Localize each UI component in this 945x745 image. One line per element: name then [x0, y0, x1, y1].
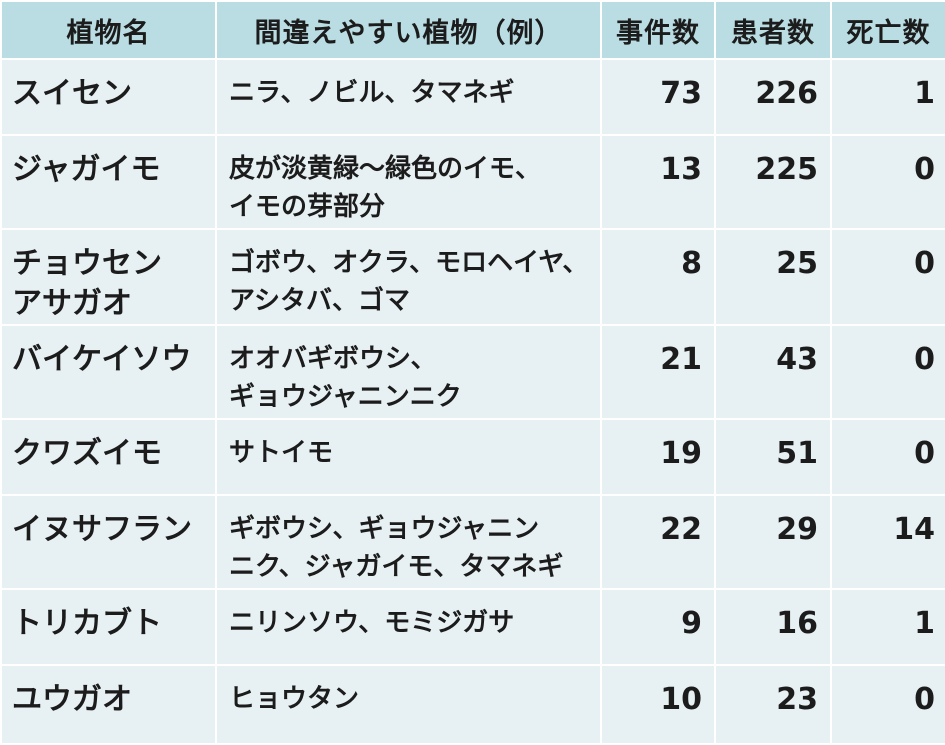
confused-with-text: ニリンソウ、モミジガサ: [229, 608, 515, 638]
confused-with-text: ギボウシ、ギョウジャニン: [229, 514, 540, 544]
confused-with-cell: ヒョウタン: [215, 664, 602, 745]
confused-with-text: イモの芽部分: [229, 192, 386, 222]
confused-with-text: ニラ、ノビル、タマネギ: [229, 78, 515, 108]
confused-with-text: オオバギボウシ、: [229, 344, 437, 374]
patients-cell: 225: [714, 134, 832, 230]
confused-with-cell: 皮が淡黄緑～緑色のイモ、 イモの芽部分: [215, 134, 602, 230]
deaths-cell: 1: [830, 588, 945, 666]
plant-name: イヌサフラン: [12, 512, 192, 547]
header-incidents: 事件数: [600, 0, 716, 60]
incidents-cell: 13: [600, 134, 716, 230]
table-row: バイケイソウ オオバギボウシ、 ギョウジャニンニク 21 43 0: [0, 324, 945, 420]
deaths-cell: 0: [830, 228, 945, 326]
confused-with-cell: ニリンソウ、モミジガサ: [215, 588, 602, 666]
plant-name-cell: スイセン: [0, 58, 217, 136]
table-row: スイセン ニラ、ノビル、タマネギ 73 226 1: [0, 58, 945, 136]
confused-with-cell: ゴボウ、オクラ、モロヘイヤ、 アシタバ、ゴマ: [215, 228, 602, 326]
patients-cell: 29: [714, 494, 832, 590]
plant-name: バイケイソウ: [12, 342, 192, 377]
patients-cell: 43: [714, 324, 832, 420]
confused-with-text: ギョウジャニンニク: [229, 382, 462, 412]
confused-with-cell: ギボウシ、ギョウジャニン ニク、ジャガイモ、タマネギ: [215, 494, 602, 590]
confused-with-cell: ニラ、ノビル、タマネギ: [215, 58, 602, 136]
plant-name-cell: クワズイモ: [0, 418, 217, 496]
table-row: イヌサフラン ギボウシ、ギョウジャニン ニク、ジャガイモ、タマネギ 22 29 …: [0, 494, 945, 590]
plant-name-cell: バイケイソウ: [0, 324, 217, 420]
confused-with-cell: オオバギボウシ、 ギョウジャニンニク: [215, 324, 602, 420]
deaths-cell: 0: [830, 418, 945, 496]
patients-cell: 16: [714, 588, 832, 666]
confused-with-text: サトイモ: [229, 438, 334, 468]
patients-cell: 226: [714, 58, 832, 136]
plant-name-cell: チョウセン アサガオ: [0, 228, 217, 326]
table-row: トリカブト ニリンソウ、モミジガサ 9 16 1: [0, 588, 945, 666]
header-plant-name: 植物名: [0, 0, 217, 60]
plant-name-cell: イヌサフラン: [0, 494, 217, 590]
incidents-cell: 19: [600, 418, 716, 496]
incidents-cell: 22: [600, 494, 716, 590]
table-row: ユウガオ ヒョウタン 10 23 0: [0, 664, 945, 745]
plant-name-cell: ジャガイモ: [0, 134, 217, 230]
header-deaths: 死亡数: [830, 0, 945, 60]
plant-name: スイセン: [12, 76, 132, 111]
header-row: 植物名 間違えやすい植物（例） 事件数 患者数 死亡数: [0, 0, 945, 60]
patients-cell: 25: [714, 228, 832, 326]
patients-cell: 23: [714, 664, 832, 745]
patients-cell: 51: [714, 418, 832, 496]
incidents-cell: 73: [600, 58, 716, 136]
confused-with-text: 皮が淡黄緑～緑色のイモ、: [229, 154, 542, 184]
deaths-cell: 0: [830, 134, 945, 230]
header-patients: 患者数: [714, 0, 832, 60]
header-confused-with: 間違えやすい植物（例）: [215, 0, 602, 60]
plant-name: トリカブト: [12, 606, 162, 641]
plant-name-cell: ユウガオ: [0, 664, 217, 745]
table-row: ジャガイモ 皮が淡黄緑～緑色のイモ、 イモの芽部分 13 225 0: [0, 134, 945, 230]
incidents-cell: 21: [600, 324, 716, 420]
deaths-cell: 0: [830, 324, 945, 420]
confused-with-cell: サトイモ: [215, 418, 602, 496]
deaths-cell: 14: [830, 494, 945, 590]
plant-name: ユウガオ: [12, 682, 132, 717]
table-row: クワズイモ サトイモ 19 51 0: [0, 418, 945, 496]
table-row: チョウセン アサガオ ゴボウ、オクラ、モロヘイヤ、 アシタバ、ゴマ 8 25 0: [0, 228, 945, 326]
plant-name-cell: トリカブト: [0, 588, 217, 666]
confused-with-text: ヒョウタン: [229, 684, 360, 714]
deaths-cell: 0: [830, 664, 945, 745]
confused-with-text: アシタバ、ゴマ: [229, 286, 410, 316]
confused-with-text: ゴボウ、オクラ、モロヘイヤ、: [229, 248, 589, 278]
plant-name: アサガオ: [12, 286, 132, 321]
deaths-cell: 1: [830, 58, 945, 136]
incidents-cell: 8: [600, 228, 716, 326]
plant-name: チョウセン: [12, 246, 162, 281]
plant-name: ジャガイモ: [12, 152, 161, 187]
incidents-cell: 10: [600, 664, 716, 745]
plant-name: クワズイモ: [12, 436, 162, 471]
incidents-cell: 9: [600, 588, 716, 666]
confused-with-text: ニク、ジャガイモ、タマネギ: [229, 552, 564, 582]
